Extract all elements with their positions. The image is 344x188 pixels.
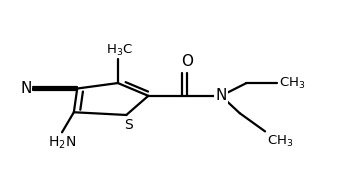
Text: H$_3$C: H$_3$C [106, 42, 133, 58]
Text: O: O [181, 54, 193, 69]
Text: S: S [123, 118, 132, 132]
Text: N: N [215, 88, 227, 103]
Text: N: N [20, 81, 32, 96]
Text: CH$_3$: CH$_3$ [267, 134, 293, 149]
Text: CH$_3$: CH$_3$ [279, 76, 305, 91]
Text: H$_2$N: H$_2$N [48, 134, 76, 151]
